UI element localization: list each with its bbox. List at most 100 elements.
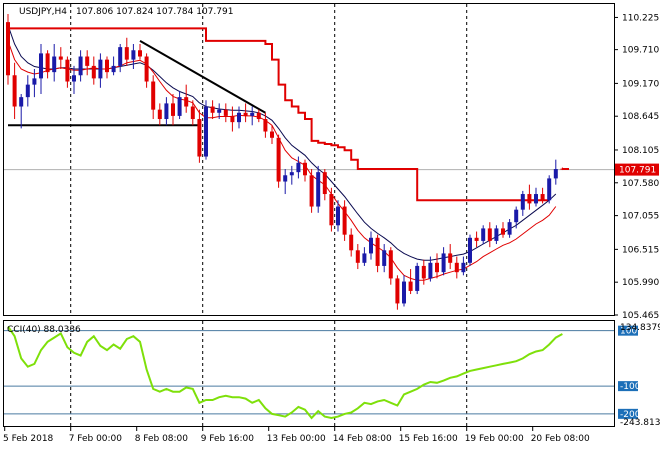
candle-bear	[243, 112, 248, 116]
price-tick-label: 108.645	[622, 112, 659, 122]
time-label: 8 Feb 08:00	[135, 434, 189, 444]
time-label: 13 Feb 00:00	[267, 434, 326, 444]
candle-bull	[316, 172, 321, 207]
candle-bear	[421, 265, 426, 279]
cci-level-tag	[618, 381, 638, 392]
time-label: 7 Feb 00:00	[69, 434, 123, 444]
cci-min-label: -243.8136	[620, 418, 660, 428]
time-label: 5 Feb 2018	[3, 434, 54, 444]
candle-bull	[118, 47, 123, 66]
candle-bull	[131, 50, 136, 60]
candle-bear	[501, 228, 505, 235]
time-label: 9 Feb 16:00	[201, 434, 255, 444]
cci-level-label: -200	[620, 410, 641, 420]
sar-line	[8, 27, 550, 202]
candle-bull	[514, 209, 519, 223]
candle-bear	[12, 75, 17, 107]
candle-bear	[124, 47, 129, 60]
cci-pane[interactable]: 100 -100 -200 134.8379 -243.8136	[4, 321, 660, 428]
candle-bull	[164, 103, 169, 120]
candle-bull	[250, 112, 255, 116]
cci-max-label: 134.8379	[620, 323, 660, 333]
candle-bear	[408, 281, 413, 291]
candle-bear	[230, 115, 235, 123]
candle-bear	[184, 97, 189, 107]
price-tick-label: 110.225	[622, 13, 659, 23]
candle-bear	[138, 50, 142, 57]
candle-bear	[309, 175, 314, 207]
candle-bear	[388, 250, 393, 279]
price-tick-label: 108.105	[622, 146, 659, 156]
candle-bull	[19, 97, 24, 107]
ma-slow-line	[7, 25, 557, 261]
candle-bear	[91, 65, 96, 79]
candle-bull	[507, 222, 512, 235]
candle-bear	[58, 56, 63, 60]
candle-bear	[270, 131, 274, 138]
candle-bull	[362, 253, 367, 263]
candle-bull	[25, 84, 30, 98]
cci-line	[7, 325, 563, 420]
cci-level-label: 100	[620, 327, 637, 337]
candle-bear	[322, 172, 327, 195]
candle-bull	[72, 75, 76, 82]
candle-bull	[461, 262, 466, 273]
time-label: 15 Feb 16:00	[399, 434, 458, 444]
candle-bear	[276, 137, 281, 182]
candle-bear	[540, 194, 545, 201]
candle-bull	[111, 65, 116, 73]
time-label: 19 Feb 00:00	[465, 434, 524, 444]
candle-bull	[494, 228, 499, 241]
candle-bull	[481, 228, 486, 241]
candle-bull	[217, 109, 222, 113]
candle-bear	[375, 237, 380, 266]
candle-bull	[553, 169, 558, 179]
price-pane[interactable]: 110.225 109.710 109.170 108.645 108.105 107.5…	[4, 4, 659, 321]
candle-bear	[527, 194, 532, 204]
candle-bull	[177, 97, 182, 116]
price-tick-label: 105.465	[622, 311, 659, 321]
candle-bear	[395, 278, 400, 304]
price-pane-frame	[3, 3, 615, 316]
price-tick-label: 107.055	[622, 212, 659, 222]
candle-bull	[369, 237, 373, 254]
candle-bear	[157, 109, 162, 120]
cci-level-label: -100	[620, 382, 641, 392]
candle-bull	[39, 53, 43, 79]
candle-bull	[296, 162, 301, 173]
candle-bull	[237, 112, 241, 123]
candle-bear	[223, 109, 228, 116]
cci-pane-frame	[3, 320, 615, 427]
candle-bull	[336, 206, 340, 226]
candle-bull	[32, 78, 37, 85]
candle-bear	[349, 234, 354, 251]
candle-bear	[45, 53, 50, 73]
candle-bull	[441, 253, 446, 273]
price-tick-label: 109.710	[622, 46, 659, 56]
candle-bull	[415, 265, 420, 291]
candle-bear	[85, 56, 90, 66]
ohlc-readout: 107.806 107.824 107.784 107.791	[76, 7, 233, 17]
candle-bear	[210, 106, 215, 113]
trend-line	[139, 40, 266, 114]
candle-bull	[428, 262, 433, 279]
candle-bull	[402, 281, 406, 304]
candle-bull	[382, 250, 387, 266]
time-label: 14 Feb 08:00	[333, 434, 392, 444]
candle-bull	[98, 59, 103, 79]
candle-bear	[105, 59, 109, 73]
candle-bear	[171, 103, 175, 116]
ma-fast-line	[7, 40, 557, 281]
candle-bear	[474, 237, 479, 241]
candle-bear	[487, 228, 492, 241]
candle-bear	[151, 81, 156, 110]
candle-bear	[560, 168, 565, 170]
candle-bear	[342, 206, 347, 235]
time-label: 20 Feb 08:00	[531, 434, 590, 444]
candle-bear	[454, 262, 459, 273]
cci-level-tag	[618, 325, 638, 336]
candle-bull	[204, 106, 208, 157]
cci-level-tag	[618, 408, 638, 419]
candle-bear	[303, 162, 307, 176]
cci-title: CCI(40) 88.0336	[7, 325, 81, 335]
